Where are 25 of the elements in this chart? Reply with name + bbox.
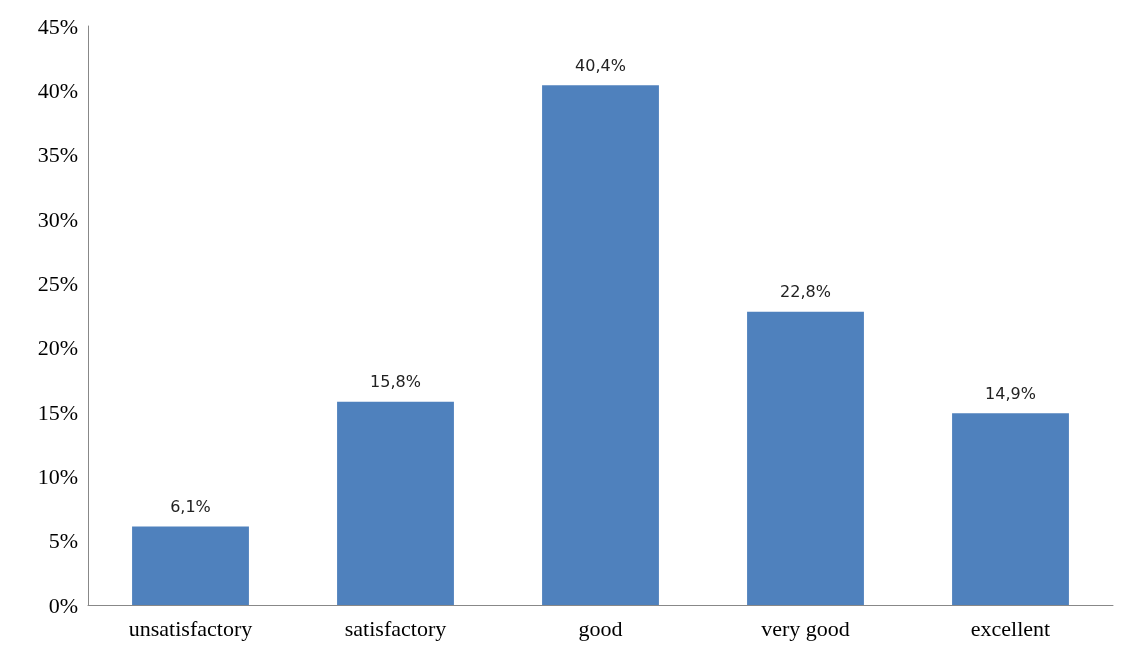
- data-label: 22,8%: [780, 282, 831, 302]
- bar: [747, 311, 864, 605]
- y-tick-label: 40%: [37, 77, 78, 103]
- data-label: 40,4%: [575, 55, 626, 75]
- x-tick-label: very good: [761, 615, 850, 641]
- bar: [952, 413, 1069, 605]
- y-tick-label: 35%: [37, 142, 78, 168]
- x-tick-label: satisfactory: [344, 615, 447, 641]
- y-tick-label: 10%: [37, 463, 78, 489]
- data-label: 6,1%: [170, 497, 211, 517]
- y-tick-label: 20%: [37, 335, 78, 361]
- bar: [542, 85, 659, 605]
- y-tick-label: 0%: [48, 592, 78, 618]
- bar: [337, 401, 454, 605]
- y-tick-label: 25%: [37, 270, 78, 296]
- x-tick-label: unsatisfactory: [128, 615, 253, 641]
- x-tick-label: good: [578, 615, 623, 641]
- x-tick-label: excellent: [970, 615, 1051, 641]
- y-tick-label: 45%: [37, 13, 78, 39]
- y-tick-label: 15%: [37, 399, 78, 425]
- y-tick-label: 5%: [48, 528, 78, 554]
- data-label: 14,9%: [985, 383, 1036, 403]
- bar: [132, 526, 249, 605]
- y-tick-label: 30%: [37, 206, 78, 232]
- data-label: 15,8%: [370, 372, 421, 392]
